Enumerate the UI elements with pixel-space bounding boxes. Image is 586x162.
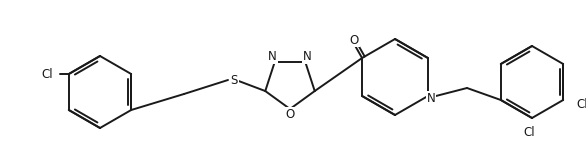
Text: N: N: [427, 92, 435, 104]
Text: O: O: [349, 34, 359, 46]
Text: O: O: [285, 108, 295, 121]
Text: Cl: Cl: [576, 98, 586, 111]
Text: N: N: [268, 51, 277, 64]
Text: Cl: Cl: [523, 126, 535, 139]
Text: S: S: [230, 74, 238, 87]
Text: N: N: [303, 51, 312, 64]
Text: Cl: Cl: [41, 68, 53, 81]
